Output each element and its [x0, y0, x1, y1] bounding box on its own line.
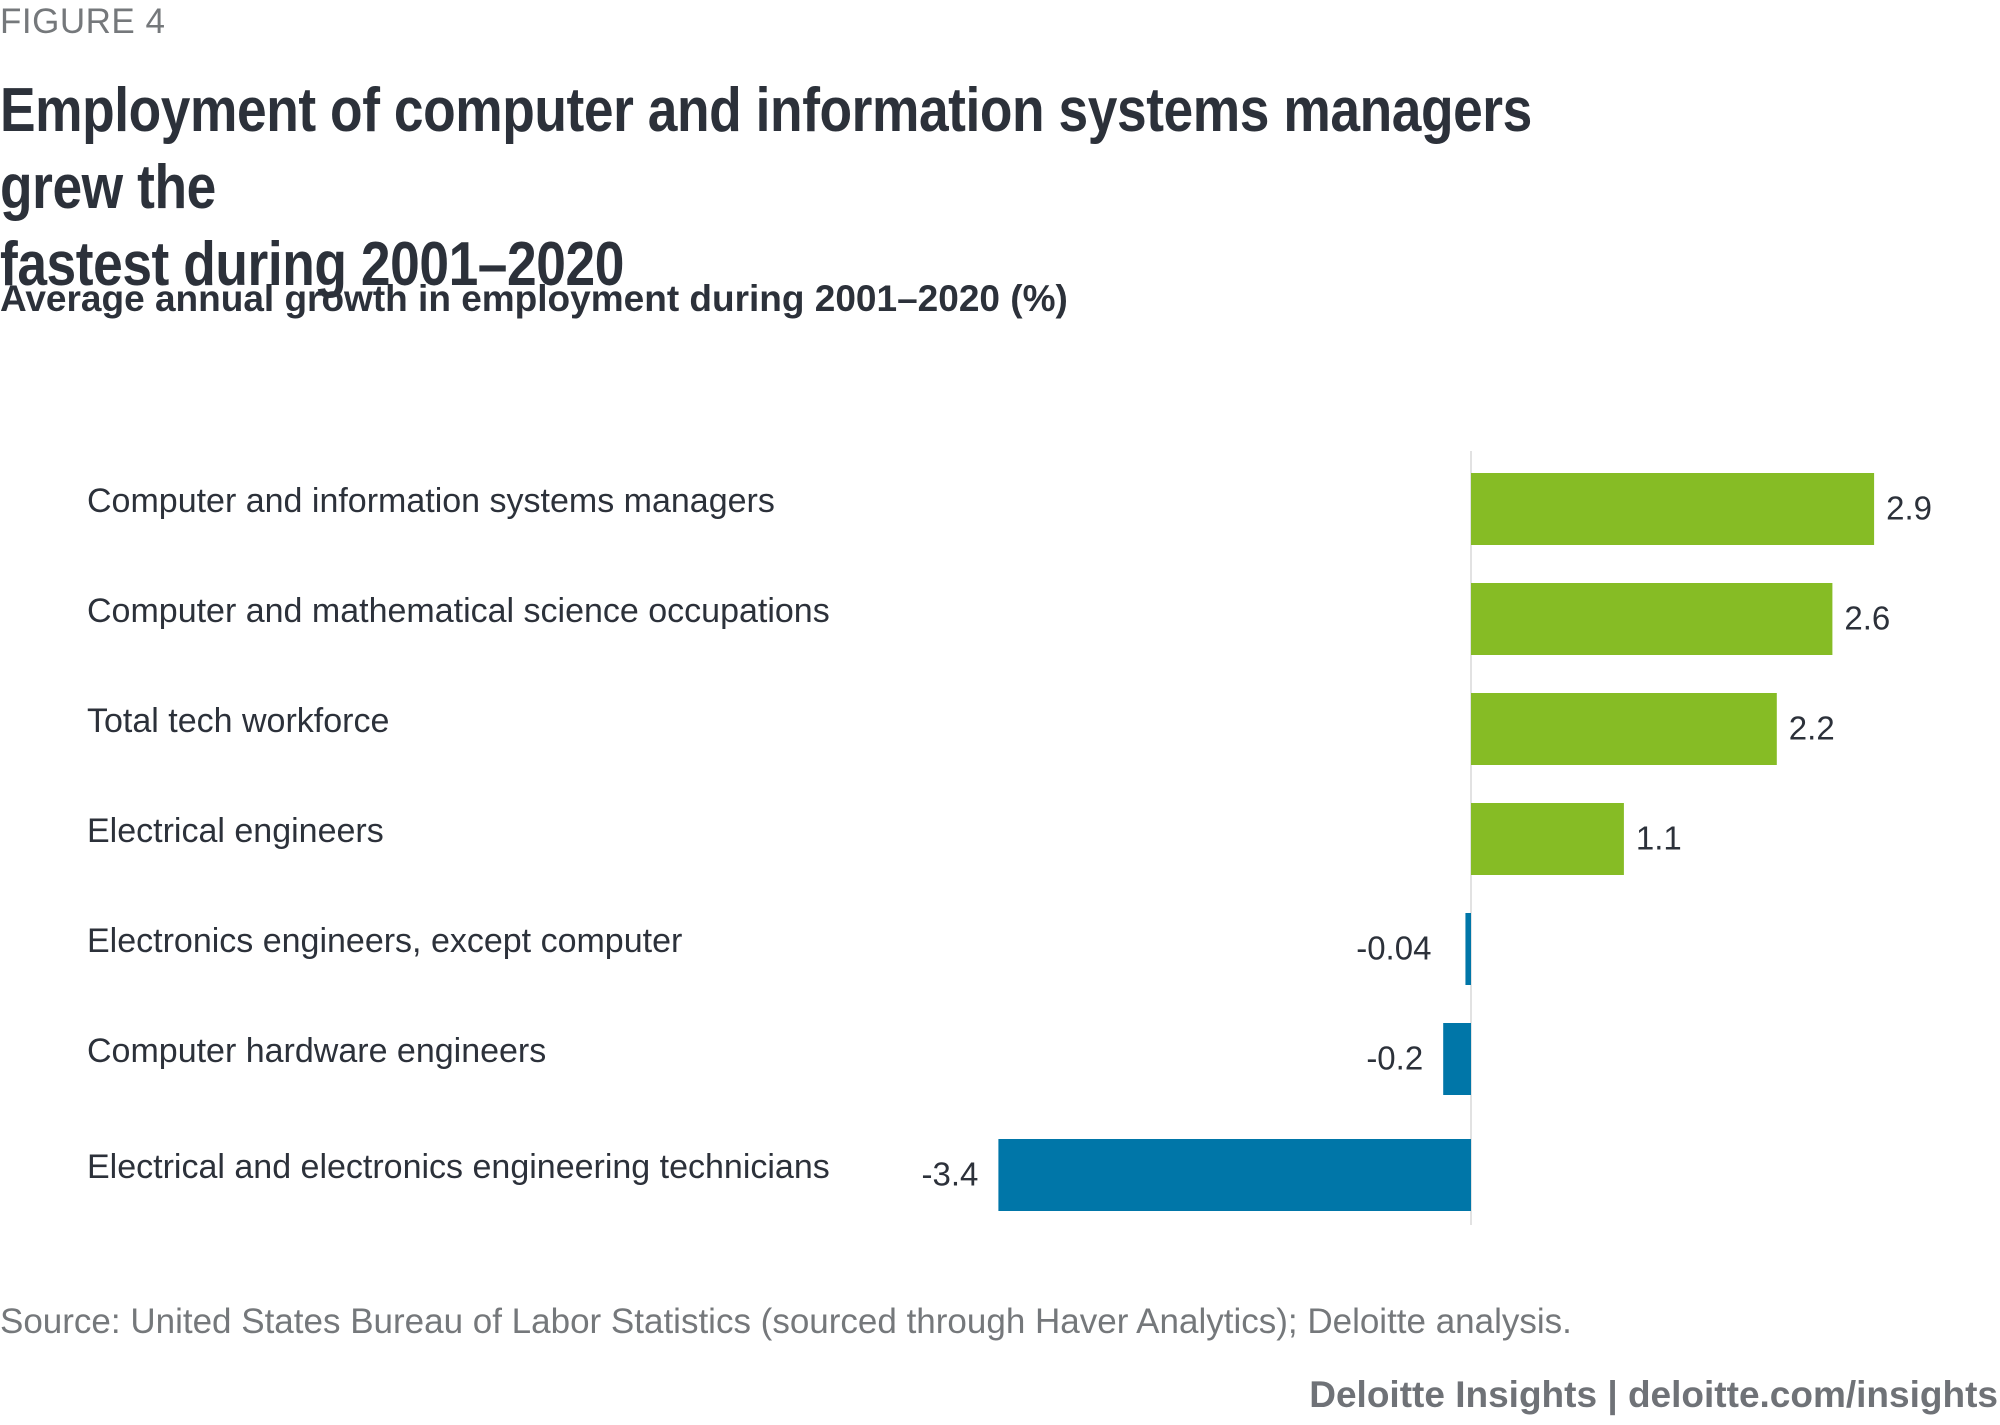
bar-1 — [1471, 583, 1833, 655]
footer-credit: Deloitte Insights | deloitte.com/insight… — [1309, 1374, 1998, 1415]
category-label-2: Total tech workforce — [87, 702, 389, 740]
category-label-1: Computer and mathematical science occupa… — [87, 592, 830, 630]
category-label-4: Electronics engineers, except computer — [87, 922, 682, 960]
value-label-0: 2.9 — [1886, 490, 1932, 527]
category-label-3: Electrical engineers — [87, 812, 384, 850]
figure-label: FIGURE 4 — [0, 2, 166, 41]
chart-subtitle: Average annual growth in employment duri… — [0, 278, 1068, 319]
bar-4 — [1465, 913, 1471, 985]
bar-6 — [998, 1139, 1471, 1211]
source-note: Source: United States Bureau of Labor St… — [0, 1302, 1572, 1341]
bar-0 — [1471, 473, 1875, 545]
category-label-5: Computer hardware engineers — [87, 1032, 546, 1070]
value-label-2: 2.2 — [1789, 710, 1835, 747]
chart-title-line-2: fastest during 2001–2020 — [0, 230, 624, 299]
value-label-4: -0.04 — [1356, 930, 1431, 967]
chart-title: Employment of computer and information s… — [0, 72, 1634, 303]
value-label-3: 1.1 — [1636, 820, 1682, 857]
value-label-1: 2.6 — [1844, 600, 1890, 637]
category-label-0: Computer and information systems manager… — [87, 482, 775, 520]
value-label-5: -0.2 — [1366, 1040, 1423, 1077]
value-label-6: -3.4 — [922, 1156, 979, 1193]
bar-3 — [1471, 803, 1624, 875]
chart-title-line-1: Employment of computer and information s… — [0, 76, 1532, 222]
bar-5 — [1443, 1023, 1471, 1095]
bar-2 — [1471, 693, 1777, 765]
category-label-6: Electrical and electronics engineering t… — [87, 1148, 830, 1186]
